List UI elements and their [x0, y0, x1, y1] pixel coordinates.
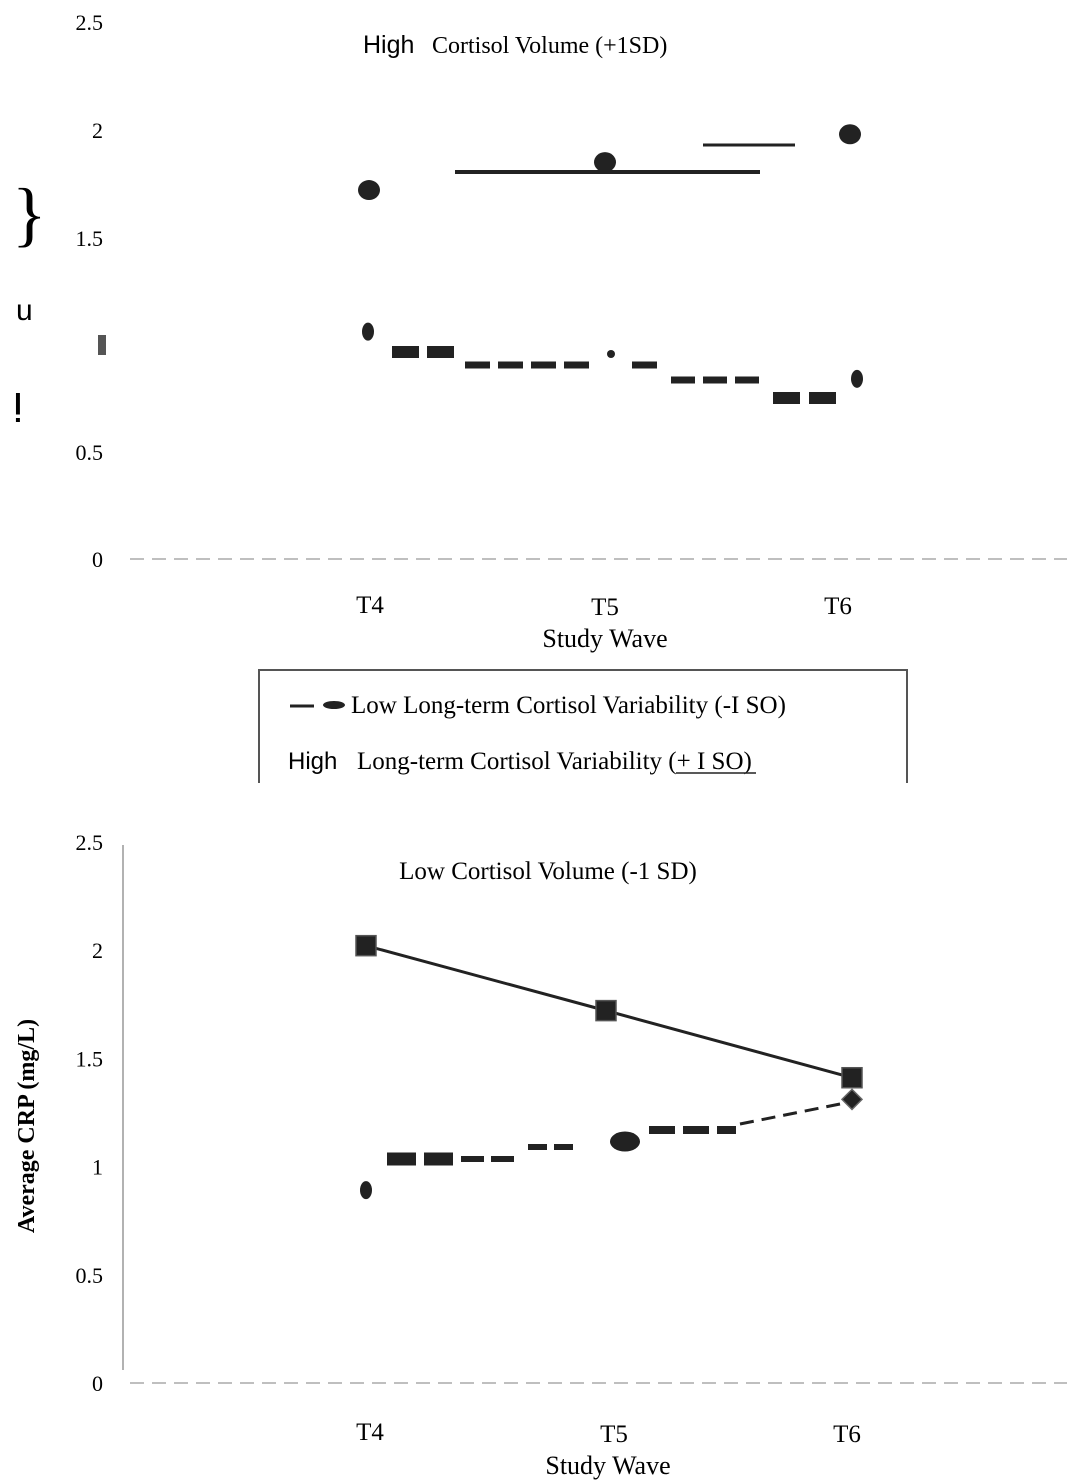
top-ylabel-glyph-bar [98, 335, 106, 355]
bottom-xtick-label: T6 [833, 1421, 861, 1448]
top-ylabel-glyph-u: u [16, 294, 33, 327]
bottom-series-low-marker [610, 1131, 640, 1152]
top-xtick-label: T5 [591, 594, 619, 621]
bottom-ytick-label: 2 [92, 938, 103, 963]
top-series-low-point [839, 124, 861, 145]
legend-box [258, 669, 908, 783]
top-series-high-dot [607, 350, 615, 358]
top-xaxis-title: Study Wave [542, 624, 667, 653]
top-xtick-label: T4 [356, 592, 384, 619]
bottom-xaxis-title: Study Wave [545, 1451, 670, 1480]
top-ytick-label: 2.5 [76, 10, 104, 35]
bottom-series-high-marker [595, 999, 617, 1022]
bottom-ytick-label: 0 [92, 1371, 103, 1396]
bottom-chart-title: Low Cortisol Volume (-1 SD) [399, 858, 697, 885]
top-ylabel-glyph-angle: ⵑ [12, 387, 24, 431]
bottom-series-low-marker [360, 1181, 372, 1200]
legend-item-high-variability: Long-term Cortisol Variability (+ I SO) [357, 748, 752, 775]
bottom-panel: Low Cortisol Volume (-1 SD) Average CRP … [14, 830, 1067, 1480]
bottom-series-high-marker [355, 934, 377, 957]
top-xtick-label: T6 [824, 593, 852, 620]
bottom-xtick-label: T4 [356, 1419, 384, 1446]
bottom-xtick-label: T5 [600, 1421, 628, 1448]
top-chart-title: Cortisol Volume (+1SD) [432, 33, 667, 59]
legend-item-high-prefix: High [288, 748, 337, 775]
bottom-series-high-marker [841, 1066, 863, 1089]
top-ytick-label: 0.5 [76, 440, 104, 465]
top-ytick-label: 2 [92, 118, 103, 143]
bottom-ytick-label: 1 [92, 1155, 103, 1180]
top-ylabel-glyph-brace: } [12, 174, 47, 254]
bottom-series-low-dashes [739, 1101, 846, 1126]
top-series-high-point [851, 369, 863, 388]
top-series-low-point [358, 180, 380, 201]
bottom-yaxis-title: Average CRP (mg/L) [14, 1019, 40, 1233]
bottom-ytick-label: 0.5 [76, 1263, 104, 1288]
bottom-ytick-label: 2.5 [76, 830, 104, 855]
top-series-low-point [594, 152, 616, 173]
top-ytick-label: 0 [92, 547, 103, 572]
bottom-series-low-marker [840, 1088, 864, 1111]
top-ytick-label: 1.5 [76, 226, 104, 251]
top-series-high-point [362, 322, 374, 341]
legend-item-low-variability: Low Long-term Cortisol Variability (-I S… [351, 692, 786, 719]
legend-marker-dot [323, 701, 345, 709]
top-panel: High Cortisol Volume (+1SD) } u ⵑ 2.5 2 … [12, 10, 1067, 783]
bottom-ytick-label: 1.5 [76, 1046, 104, 1071]
top-chart-title-prefix: High [363, 31, 414, 59]
